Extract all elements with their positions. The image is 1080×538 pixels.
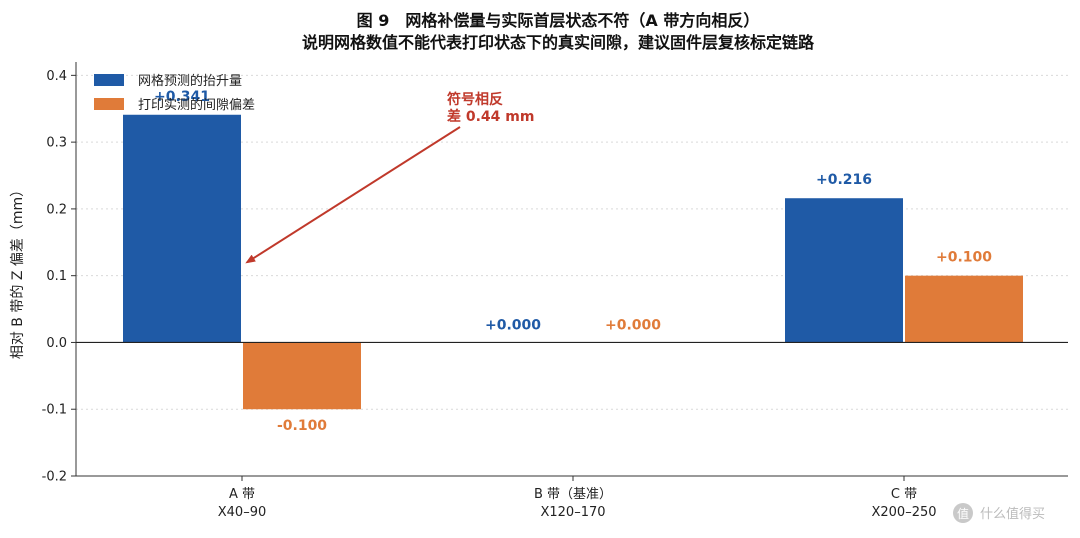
- watermark: 值 什么值得买: [953, 503, 1045, 523]
- annotation-text: 符号相反: [446, 91, 503, 108]
- annotation-arrow: [245, 126, 461, 264]
- data-label: +0.216: [816, 172, 872, 188]
- y-tick-label: 0.1: [46, 269, 67, 284]
- x-tick-sublabel: X40–90: [218, 505, 267, 520]
- y-tick-label: 0.0: [46, 336, 67, 351]
- y-tick-label: 0.3: [46, 136, 67, 151]
- y-tick-label: -0.2: [42, 470, 67, 485]
- y-tick-label: 0.4: [46, 69, 67, 84]
- legend-label: 网格预测的抬升量: [138, 73, 242, 89]
- x-tick-label: C 带: [891, 487, 917, 502]
- x-tick-label: A 带: [229, 487, 255, 502]
- chart-title: 图 9 网格补偿量与实际首层状态不符（A 带方向相反）: [357, 11, 760, 30]
- x-tick-sublabel: X200–250: [871, 505, 936, 520]
- data-label: +0.000: [605, 317, 661, 333]
- y-axis-label: 相对 B 带的 Z 偏差（mm）: [10, 183, 26, 359]
- bar: [785, 198, 903, 343]
- watermark-text: 什么值得买: [980, 506, 1045, 522]
- labels-layer: +0.341 +0.000 +0.216 -0.100 +0.000 +0.100: [154, 89, 992, 434]
- bar: [905, 275, 1023, 343]
- legend-swatch: [94, 74, 124, 86]
- data-label: +0.100: [936, 250, 992, 266]
- data-label: +0.341: [154, 89, 210, 105]
- annotation-text: 差 0.44 mm: [447, 108, 534, 125]
- legend-label: 打印实测的间隙偏差: [138, 97, 255, 113]
- y-tick-label: 0.2: [46, 202, 67, 217]
- bars-layer: [123, 114, 1023, 410]
- legend-swatch: [94, 98, 124, 110]
- data-label: +0.000: [485, 317, 541, 333]
- bar: [123, 114, 241, 343]
- y-tick-label: -0.1: [42, 403, 67, 418]
- bar: [243, 342, 361, 410]
- data-label: -0.100: [277, 418, 327, 434]
- watermark-logo-glyph: 值: [957, 506, 969, 521]
- watermark-logo-icon: [953, 503, 973, 523]
- axes-layer: -0.2 -0.1 0.0 0.1 0.2 0.3 0.4 A 带 X40–90 B 带（基准） X…: [42, 62, 1068, 520]
- x-tick-sublabel: X120–170: [540, 505, 605, 520]
- chart-subtitle: 说明网格数值不能代表打印状态下的真实间隙，建议固件层复核标定链路: [302, 33, 815, 52]
- x-tick-label: B 带（基准）: [534, 487, 612, 502]
